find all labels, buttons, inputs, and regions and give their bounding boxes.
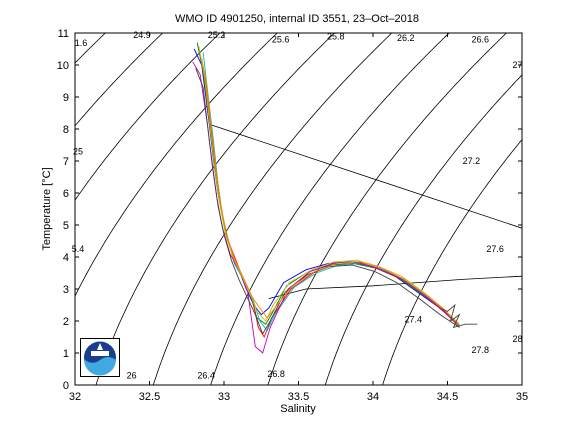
reference-lines: [208, 123, 522, 299]
contour-label: 25.6: [272, 35, 290, 45]
y-tick-label: 7: [63, 156, 69, 168]
contour-label: 24.9: [133, 30, 151, 40]
reference-line: [268, 275, 522, 299]
y-tick-label: 1: [63, 348, 69, 360]
y-tick-label: 11: [58, 28, 69, 40]
contour-label: 1.6: [75, 38, 88, 48]
contour-labels: 1.6 24.9 25.2 25.6 25.8 26.2 26.6 27 25 27.2 5.4 27…: [72, 30, 523, 381]
x-tick-label: 33: [218, 391, 230, 403]
density-contour: [382, 138, 522, 385]
contour-label: 28: [513, 334, 523, 344]
x-axis-label: Salinity: [280, 403, 316, 415]
density-contour: [75, 33, 221, 201]
chart-title: WMO ID 4901250, internal ID 3551, 23–Oct…: [175, 13, 419, 25]
y-tick-label: 9: [63, 92, 69, 104]
contour-label: 26.4: [197, 371, 215, 381]
x-tick-label: 33.5: [288, 391, 309, 403]
deep-water-tail: [439, 303, 478, 329]
y-tick-label: 8: [63, 124, 69, 136]
contour-label: 27: [513, 60, 523, 70]
profile-line: [195, 68, 460, 335]
x-tick-label: 34.5: [437, 391, 458, 403]
density-contour: [75, 33, 164, 127]
contour-label: 26: [127, 371, 137, 381]
x-tick-label: 32: [69, 391, 81, 403]
y-axis-label: Temperature [°C]: [41, 167, 53, 250]
contour-label: 27.8: [472, 345, 490, 355]
y-axis-ticks: 0 1 2 3 4 5 6 7 8 9 10 11: [57, 28, 522, 392]
profile-line: [198, 45, 460, 325]
density-contour: [152, 33, 393, 385]
y-tick-label: 6: [63, 188, 69, 200]
density-contour: [267, 33, 507, 385]
contour-label: 26.6: [472, 35, 490, 45]
y-tick-label: 10: [57, 60, 69, 72]
contour-label: 27.2: [463, 156, 481, 166]
profile-line: [193, 48, 460, 325]
x-axis-ticks: 32 32.5 33 33.5 34 34.5 35: [69, 33, 528, 403]
density-contour: [210, 33, 450, 385]
noaa-logo: [80, 338, 120, 377]
y-tick-label: 2: [63, 316, 69, 328]
contour-label: 5.4: [72, 244, 85, 254]
contour-label: 25.8: [327, 31, 345, 41]
density-contour: [75, 33, 278, 297]
contour-label: 27.6: [486, 244, 504, 254]
y-tick-label: 0: [63, 380, 69, 392]
density-contour: [95, 33, 336, 385]
profile-series: [192, 42, 478, 354]
profile-line: [196, 42, 460, 327]
reference-line: [208, 123, 522, 229]
x-tick-label: 32.5: [139, 391, 160, 403]
contour-label: 26.8: [267, 369, 285, 379]
contour-label: 27.4: [404, 315, 422, 325]
profile-line: [202, 52, 460, 332]
y-tick-label: 4: [63, 252, 69, 264]
density-contour: [324, 74, 522, 385]
profile-line: [192, 61, 460, 354]
y-tick-label: 5: [63, 220, 69, 232]
profile-line: [201, 58, 460, 327]
y-tick-label: 3: [63, 284, 69, 296]
contour-label: 26.2: [397, 33, 415, 43]
density-contours: [75, 33, 522, 385]
contour-label: 25.2: [208, 30, 226, 40]
contour-label: 25: [73, 147, 83, 157]
x-tick-label: 34: [367, 391, 379, 403]
x-tick-label: 35: [516, 391, 528, 403]
